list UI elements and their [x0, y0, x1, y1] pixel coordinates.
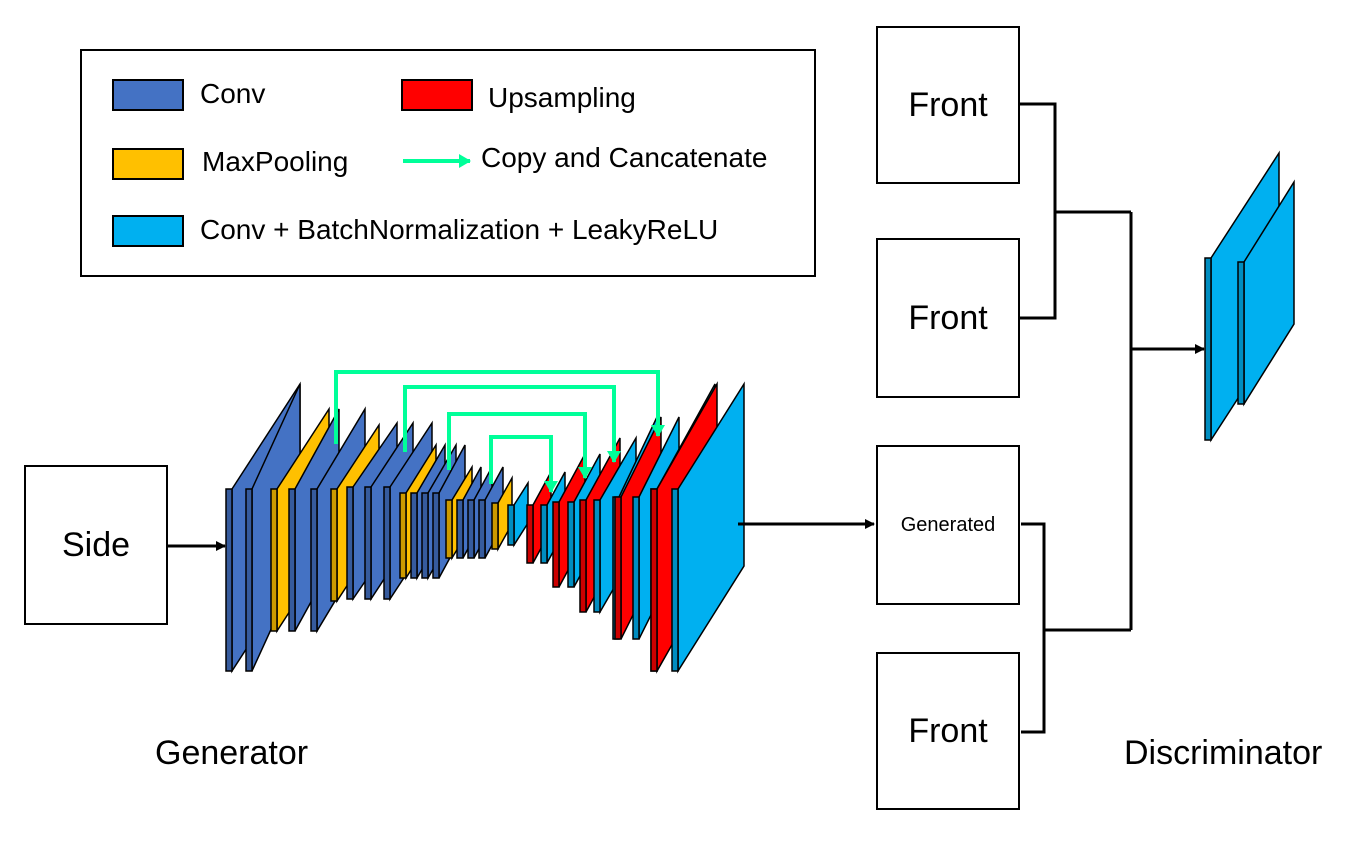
copy-concat-arrow	[447, 412, 592, 479]
discriminator-layer	[1237, 179, 1295, 407]
front-box-bottom: Front	[876, 652, 1020, 810]
discriminator-layers	[1204, 150, 1295, 443]
front-label-top: Front	[908, 85, 988, 124]
legend-label-upsampling: Upsampling	[488, 82, 636, 113]
conv-bn-lrelu-layer	[671, 381, 745, 674]
front-label-bottom: Front	[908, 711, 988, 750]
side-input-label: Side	[61, 525, 131, 564]
generator-layers	[225, 381, 745, 674]
legend-label-maxpooling: MaxPooling	[202, 146, 349, 177]
copy-concat-arrow	[489, 435, 558, 493]
generated-label: Generated	[900, 513, 996, 536]
front-box-top: Front	[876, 26, 1020, 184]
generated-box: Generated	[876, 445, 1020, 605]
front-pair-bracket	[1019, 102, 1057, 320]
legend-swatch-maxpooling	[112, 148, 184, 180]
copy-concat-arrow	[334, 370, 665, 444]
generator-caption: Generator	[155, 734, 309, 772]
legend-swatch-upsampling	[401, 79, 473, 111]
side-input-box: Side	[24, 465, 168, 625]
legend	[80, 49, 816, 277]
legend-label-copy-concat: Copy and Cancatenate	[481, 142, 768, 173]
copy-concat-arrow	[403, 385, 621, 463]
legend-label-conv-bn-lrelu: Conv + BatchNormalization + LeakyReLU	[200, 214, 719, 245]
legend-swatch-conv-bn-lrelu	[112, 215, 184, 247]
skip-connections	[334, 370, 665, 493]
front-label-second: Front	[908, 298, 988, 337]
legend-swatch-conv	[112, 79, 184, 111]
front-box-second: Front	[876, 238, 1020, 398]
discriminator-caption: Discriminator	[1124, 734, 1323, 772]
legend-label-conv: Conv	[200, 78, 266, 109]
generated-pair-bracket	[1021, 522, 1046, 734]
